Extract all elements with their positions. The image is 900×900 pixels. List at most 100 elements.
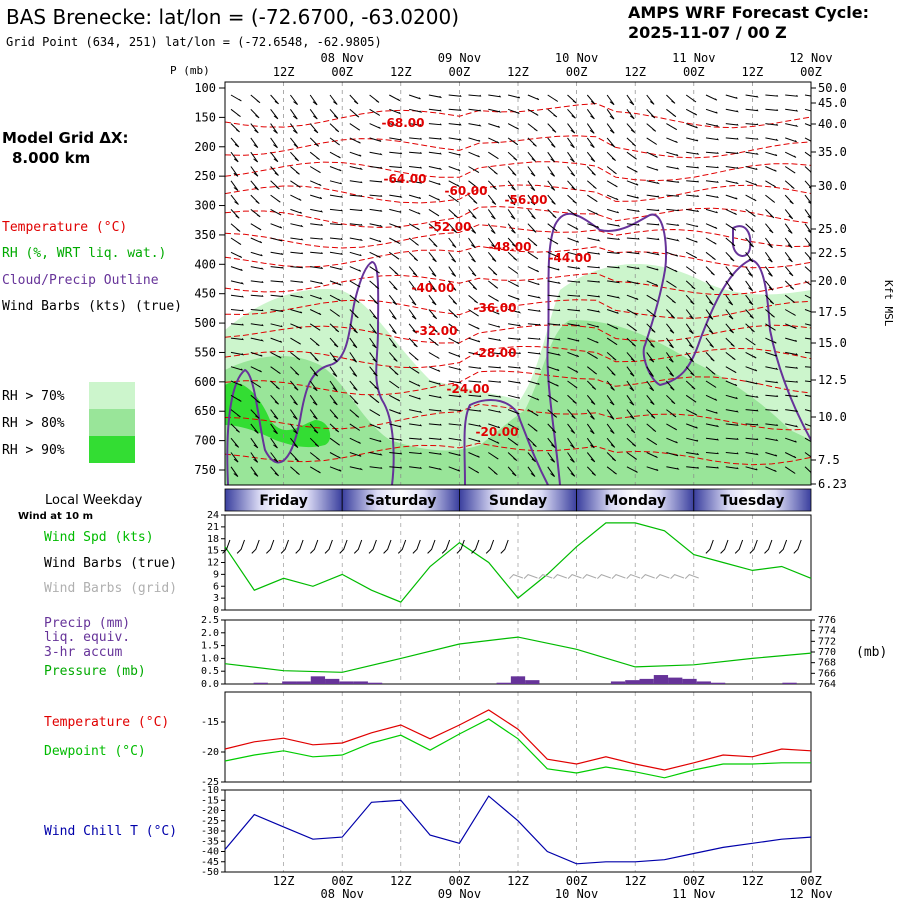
wind-barb: [705, 166, 719, 169]
rh80-region: [225, 320, 811, 485]
wind-barb: [527, 452, 536, 463]
wind-barb: [230, 280, 245, 285]
wind-barb: [507, 294, 520, 300]
wind-barb: [468, 166, 480, 174]
wind-barb: [230, 209, 240, 219]
temperature-contour: [225, 135, 811, 159]
wind-barb: [725, 166, 739, 169]
wind-barb: [567, 223, 579, 230]
pressure-tick-label: 450: [194, 287, 216, 301]
wind-barb: [310, 194, 323, 200]
wind-barb: [586, 452, 596, 463]
wind-barb: [329, 180, 342, 185]
y-tick-label: 18: [207, 534, 219, 545]
height-tick-label: 10.0: [818, 410, 847, 424]
wind-barb: [745, 380, 758, 385]
time-tick-label: 12Z: [273, 874, 295, 888]
wind-barb: [468, 151, 480, 158]
wind-barb: [487, 209, 496, 220]
temperature-contour: [225, 345, 811, 369]
weekday-label: Tuesday: [720, 493, 784, 509]
wind-barb: [547, 437, 556, 449]
wind-barb: [488, 437, 500, 444]
wind-barb: [745, 423, 759, 426]
pressure-axis-title: P (mb): [170, 64, 210, 77]
wind-barb: [349, 194, 363, 197]
wind-barb: [745, 266, 753, 277]
wind-barb: [646, 309, 657, 318]
wind-barb: [745, 123, 759, 126]
wind-barb: [290, 180, 301, 188]
surface-wind-barb: [427, 539, 436, 554]
wind-barb: [250, 423, 259, 434]
wind-barb: [488, 108, 502, 113]
wind-barb: [488, 123, 501, 128]
wind-barb: [784, 151, 797, 158]
y-tick-label: 24: [207, 510, 219, 521]
wind-barb: [686, 437, 699, 442]
wind-barb: [508, 337, 521, 340]
wind-barb: [666, 366, 674, 377]
wind-barb: [428, 208, 440, 217]
wind-barb: [646, 337, 655, 348]
wind-barb: [270, 180, 280, 190]
wind-barb: [428, 194, 441, 201]
wind-barb: [409, 466, 422, 469]
wind-barb: [290, 251, 304, 255]
wind-barb: [369, 452, 383, 456]
pressure-line: [224, 636, 812, 673]
wind-barb: [468, 294, 479, 304]
wind-barb: [666, 108, 677, 118]
cross-section-frame: [224, 81, 812, 486]
wind-barb: [388, 266, 399, 276]
pressure-tick-label: 700: [194, 434, 216, 448]
wind-barb: [606, 180, 618, 188]
wind-barb: [290, 94, 298, 106]
wind-barb: [468, 323, 480, 330]
wind-barb: [508, 366, 521, 369]
wind-barb: [468, 137, 481, 142]
wind-barb: [804, 151, 811, 158]
wind-barb: [349, 452, 362, 457]
weekday-label: Monday: [604, 493, 666, 509]
wind-barb: [290, 266, 304, 269]
wind-barb: [547, 137, 556, 148]
wind-barb: [606, 194, 619, 201]
legend-precip-liq: liq. equiv.: [44, 630, 130, 645]
wind-barb: [725, 208, 737, 216]
wind-barb: [586, 109, 595, 120]
wind-barb: [745, 309, 754, 319]
precip-bar: [339, 681, 354, 684]
wind-barb: [705, 437, 719, 441]
surface-wind-barb: [236, 539, 245, 554]
wind-barb: [567, 137, 575, 149]
wind-barb: [567, 337, 580, 342]
wind-barb: [428, 166, 443, 170]
wind-barb: [527, 309, 541, 312]
wind-barb: [250, 280, 264, 284]
wind-barb: [468, 94, 482, 97]
wind-barb: [666, 151, 679, 157]
surface-wind-barb: [222, 539, 231, 554]
wind-barb: [349, 166, 363, 171]
pressure-tick-label: 500: [194, 316, 216, 330]
wind-barb: [784, 223, 793, 234]
wind-barb: [765, 108, 779, 111]
wind-barb: [230, 309, 244, 312]
wind-barb: [349, 366, 358, 377]
wind-barb: [626, 366, 635, 377]
height-tick-label: 7.5: [818, 453, 840, 467]
wind-barb: [705, 323, 714, 334]
temperature-contour-label: -32.00: [415, 324, 458, 338]
wind-barb: [547, 423, 557, 434]
wind-barb: [428, 108, 442, 112]
y-tick-label: 12: [207, 558, 219, 569]
wind-barb: [250, 437, 259, 449]
temperature-contour-label: -24.00: [447, 382, 490, 396]
temperature-line: [224, 709, 812, 771]
wind-barb: [784, 452, 797, 459]
wind-barb: [804, 294, 811, 299]
wind-barb: [765, 409, 779, 412]
wind-barb: [448, 380, 462, 384]
